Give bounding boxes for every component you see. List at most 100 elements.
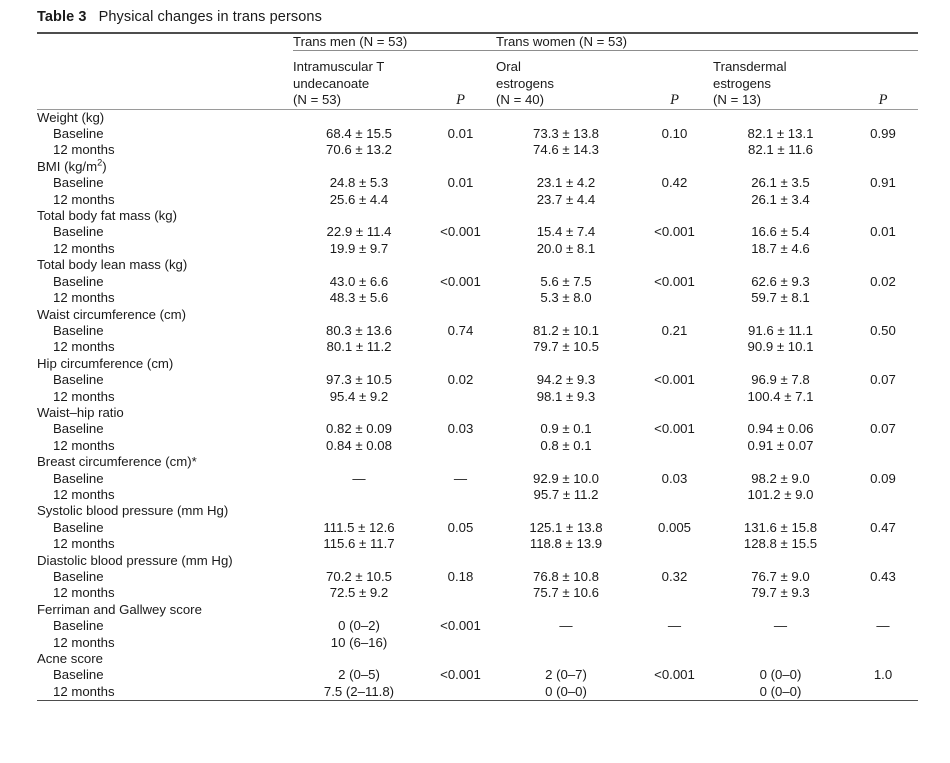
row-label-baseline: Baseline — [53, 224, 104, 240]
pvalue-trans-men — [425, 389, 496, 405]
value-intramuscular-t: 95.4 ± 9.2 — [329, 388, 389, 404]
section-title-10: Ferriman and Gallwey score — [37, 601, 202, 617]
section-title-6: Waist–hip ratio — [37, 404, 124, 420]
pvalue-trans-men: 0.05 — [447, 519, 474, 535]
pvalue-trans-men: 0.18 — [447, 569, 474, 584]
data-row: Baseline 70.2 ± 10.5 0.18 76.8 ± 10.8 0.32 76… — [37, 569, 918, 585]
value-transdermal-estrogens: 90.9 ± 10.1 — [747, 339, 814, 355]
pvalue-oral-estrogens — [636, 339, 713, 355]
value-intramuscular-t: 68.4 ± 15.5 — [326, 126, 392, 142]
data-row: 12 months 7.5 (2–11.8) 0 (0–0) 0 (0–0) — [37, 684, 918, 701]
pvalue-transdermal-estrogens: 0.09 — [870, 470, 896, 486]
pvalue-trans-men: <0.001 — [440, 224, 481, 240]
data-row: 12 months 25.6 ± 4.4 23.7 ± 4.4 26.1 ± 3.4 — [37, 192, 918, 208]
data-row: 12 months 10 (6–16) — [37, 635, 918, 651]
pvalue-transdermal-estrogens — [848, 290, 918, 306]
value-intramuscular-t: 7.5 (2–11.8) — [323, 683, 395, 699]
value-oral-estrogens: 0.8 ± 0.1 — [540, 437, 592, 453]
value-transdermal-estrogens: 82.1 ± 13.1 — [747, 126, 814, 142]
pvalue-trans-men — [425, 635, 496, 651]
value-transdermal-estrogens: 82.1 ± 11.6 — [748, 142, 813, 158]
value-intramuscular-t: — — [352, 470, 366, 486]
value-transdermal-estrogens: 0.91 ± 0.07 — [747, 437, 814, 453]
header-spacer-cell — [37, 51, 918, 60]
value-transdermal-estrogens: 59.7 ± 8.1 — [751, 290, 810, 306]
header-spacer-row — [37, 51, 918, 60]
pvalue-trans-men: 0.74 — [447, 322, 474, 338]
pvalue-transdermal-estrogens — [848, 487, 918, 503]
section-title-3: Total body lean mass (kg) — [37, 257, 188, 273]
row-label-months12: 12 months — [53, 339, 115, 355]
pvalue-oral-estrogens — [636, 585, 713, 601]
pvalue-trans-men — [425, 536, 496, 552]
table-bottom-rule-cell — [37, 700, 918, 702]
value-oral-estrogens: 0.9 ± 0.1 — [540, 421, 592, 437]
value-oral-estrogens: 5.6 ± 7.5 — [540, 273, 592, 289]
value-oral-estrogens: 98.1 ± 9.3 — [536, 388, 596, 404]
group-header-trans-women: Trans women (N = 53) — [496, 33, 918, 52]
pvalue-trans-men — [425, 192, 496, 208]
table-caption-text: Physical changes in trans persons — [98, 9, 322, 25]
data-row: 12 months 72.5 ± 9.2 75.7 ± 10.6 79.7 ± 9.3 — [37, 585, 918, 601]
pvalue-trans-men: <0.001 — [440, 618, 481, 634]
data-row: Baseline 0 (0–2) <0.001 — — — — — [37, 618, 918, 634]
row-label-months12: 12 months — [53, 191, 115, 207]
value-transdermal-estrogens: 96.9 ± 7.8 — [751, 372, 810, 388]
subheader-oral-estrogens-line1: Oral — [496, 59, 521, 75]
data-row: Baseline 68.4 ± 15.5 0.01 73.3 ± 13.8 0.10 82… — [37, 126, 918, 142]
pvalue-transdermal-estrogens — [848, 438, 918, 454]
column-group-header-row: Trans men (N = 53) Trans women (N = 53) — [37, 33, 918, 52]
value-transdermal-estrogens: 98.2 ± 9.0 — [751, 470, 810, 486]
pvalue-trans-men: <0.001 — [440, 667, 481, 683]
value-intramuscular-t: 43.0 ± 6.6 — [329, 273, 389, 289]
value-oral-estrogens: 125.1 ± 13.8 — [529, 519, 603, 535]
subheader-transdermal-estrogens-line2: estrogens — [713, 75, 771, 91]
pvalue-transdermal-estrogens: 0.01 — [870, 224, 896, 240]
row-label-months12: 12 months — [53, 290, 115, 306]
section-title-row: Systolic blood pressure (mm Hg) — [37, 503, 918, 519]
table-bottom-rule — [37, 700, 918, 702]
row-label-months12: 12 months — [53, 388, 115, 404]
value-intramuscular-t: 111.5 ± 12.6 — [323, 519, 395, 535]
data-row: Baseline 2 (0–5) <0.001 2 (0–7) <0.001 0 (0–0… — [37, 667, 918, 683]
value-transdermal-estrogens: 62.6 ± 9.3 — [751, 273, 810, 289]
table-caption-label: Table 3 — [37, 9, 87, 25]
pvalue-trans-men — [425, 290, 496, 306]
section-title-1: BMI (kg/m2) — [37, 157, 107, 174]
data-row: 12 months 70.6 ± 13.2 74.6 ± 14.3 82.1 ± 11… — [37, 142, 918, 158]
value-oral-estrogens — [496, 635, 636, 651]
pvalue-oral-estrogens — [636, 142, 713, 158]
data-row: 12 months 115.6 ± 11.7 118.8 ± 13.9 128.8 ±… — [37, 536, 918, 552]
data-row: 12 months 0.84 ± 0.08 0.8 ± 0.1 0.91 ± 0.07 — [37, 438, 918, 454]
value-intramuscular-t: 72.5 ± 9.2 — [329, 585, 389, 601]
row-label-months12: 12 months — [53, 585, 115, 601]
value-transdermal-estrogens: 128.8 ± 15.5 — [743, 536, 818, 552]
subheader-oral-estrogens: Oral estrogens (N = 40) — [496, 59, 636, 108]
data-row: Baseline 0.82 ± 0.09 0.03 0.9 ± 0.1 <0.001 0.… — [37, 421, 918, 437]
data-row: Baseline 43.0 ± 6.6 <0.001 5.6 ± 7.5 <0.001 6… — [37, 274, 918, 290]
value-transdermal-estrogens: 131.6 ± 15.8 — [743, 519, 818, 535]
pvalue-trans-men: 0.01 — [447, 126, 474, 142]
pvalue-trans-men — [425, 339, 496, 355]
value-intramuscular-t: 80.3 ± 13.6 — [326, 322, 392, 338]
section-title-4: Waist circumference (cm) — [37, 306, 186, 322]
row-label-baseline: Baseline — [53, 519, 104, 535]
value-intramuscular-t: 0 (0–2) — [338, 618, 380, 634]
section-title-row: Waist circumference (cm) — [37, 307, 918, 323]
row-label-baseline: Baseline — [53, 175, 104, 191]
value-oral-estrogens: 75.7 ± 10.6 — [533, 585, 599, 601]
data-row: Baseline 97.3 ± 10.5 0.02 94.2 ± 9.3 <0.001 9… — [37, 372, 918, 388]
value-transdermal-estrogens: 0.94 ± 0.06 — [747, 421, 814, 437]
value-oral-estrogens: 94.2 ± 9.3 — [536, 372, 596, 388]
section-title-row: Hip circumference (cm) — [37, 356, 918, 372]
pvalue-oral-estrogens — [636, 536, 713, 552]
value-oral-estrogens: — — [559, 618, 573, 634]
value-oral-estrogens: 118.8 ± 13.9 — [529, 536, 603, 552]
value-oral-estrogens: 95.7 ± 11.2 — [533, 486, 599, 502]
value-transdermal-estrogens: 26.1 ± 3.4 — [751, 191, 810, 207]
value-transdermal-estrogens: 0 (0–0) — [759, 667, 802, 683]
pvalue-transdermal-estrogens: 0.02 — [870, 273, 896, 289]
pvalue-transdermal-estrogens: 0.47 — [870, 519, 896, 535]
